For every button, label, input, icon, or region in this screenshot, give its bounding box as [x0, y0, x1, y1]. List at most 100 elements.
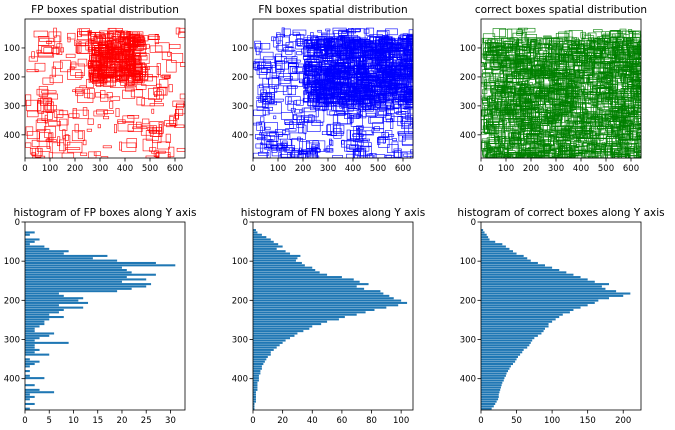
y-tick-label: 300 [460, 336, 476, 346]
histogram-bar [481, 353, 521, 356]
box-mark [257, 65, 272, 70]
histogram-bar [253, 377, 259, 380]
box-mark [26, 69, 39, 73]
histogram-bar [253, 299, 402, 302]
box-mark [322, 99, 326, 112]
box-mark [539, 106, 543, 110]
box-mark [314, 49, 326, 56]
box-mark [325, 76, 333, 81]
x-tick-label: 200 [523, 164, 539, 174]
box-mark [516, 97, 530, 108]
histogram-bar [481, 367, 510, 370]
box-mark [490, 85, 507, 94]
histogram-bar [481, 311, 570, 314]
box-mark [581, 143, 589, 147]
box-mark [369, 58, 374, 70]
box-mark [388, 134, 395, 137]
box-mark [126, 31, 140, 39]
box-mark [389, 82, 397, 95]
box-mark [282, 130, 286, 134]
box-mark [534, 58, 544, 69]
box-mark [156, 83, 162, 88]
histogram-bar [481, 308, 574, 311]
box-mark [271, 36, 276, 42]
box-mark [393, 148, 402, 158]
box-mark [124, 87, 135, 92]
histogram-bar [25, 344, 35, 347]
histogram-bar [25, 313, 50, 316]
x-tick-label: 0 [22, 164, 27, 174]
histogram-bar [25, 245, 45, 248]
box-mark [514, 75, 526, 79]
box-mark [629, 146, 640, 156]
box-mark [39, 37, 54, 42]
histogram-bar [25, 377, 45, 380]
histogram-bar [25, 348, 40, 351]
box-mark [549, 98, 554, 104]
histogram-bar [25, 339, 35, 342]
box-mark [315, 99, 329, 110]
y-tick-label: 0 [15, 218, 20, 228]
box-mark [130, 37, 146, 42]
box-mark [114, 56, 123, 61]
histogram-bar [25, 301, 89, 304]
box-mark [111, 49, 122, 55]
histogram-bar [253, 395, 256, 398]
box-mark [161, 74, 171, 79]
histogram-bar [253, 381, 258, 384]
histogram-bar [25, 252, 64, 255]
box-mark [295, 99, 304, 106]
box-mark [287, 100, 294, 111]
box-mark [265, 126, 271, 131]
histogram-bar [481, 285, 602, 288]
box-mark [583, 71, 589, 83]
box-mark [543, 75, 553, 88]
box-mark [389, 56, 397, 66]
box-mark [136, 97, 145, 106]
histogram-bar [253, 405, 255, 408]
x-tick-label: 100 [393, 416, 409, 426]
histogram-bar [481, 337, 535, 340]
x-tick-label: 0 [250, 416, 255, 426]
x-tick-label: 600 [395, 164, 411, 174]
box-mark [25, 94, 32, 106]
histogram-bar [253, 334, 295, 337]
histogram-bar [25, 261, 156, 264]
histogram-bar [253, 243, 279, 246]
box-mark [575, 57, 585, 62]
box-mark [347, 108, 362, 119]
box-mark [174, 113, 179, 119]
box-mark [72, 89, 83, 93]
box-mark [629, 52, 640, 62]
box-mark [541, 117, 549, 122]
box-mark [587, 64, 592, 76]
box-mark [159, 79, 169, 88]
box-mark [124, 62, 128, 71]
box-mark [159, 124, 163, 136]
box-mark [33, 30, 48, 38]
histogram-bar [25, 327, 35, 330]
box-mark [329, 140, 334, 147]
box-mark [92, 70, 105, 81]
box-mark [597, 126, 607, 129]
x-tick-label: 40 [307, 416, 318, 426]
box-mark [376, 30, 390, 37]
box-mark [491, 88, 496, 101]
histogram-bar [253, 341, 283, 344]
histogram-bar [481, 247, 510, 250]
histogram-bar [481, 283, 609, 286]
box-mark [126, 138, 137, 148]
box-mark [536, 52, 553, 57]
box-mark [100, 61, 114, 65]
histogram-bar [25, 370, 30, 373]
y-tick-label: 300 [4, 102, 20, 112]
histogram-bar [481, 360, 516, 363]
x-tick-label: 150 [580, 416, 596, 426]
box-mark [352, 50, 368, 62]
box-mark [147, 66, 159, 78]
box-mark [554, 83, 562, 91]
histogram-bar [25, 323, 45, 326]
box-mark [84, 88, 91, 99]
box-mark [572, 43, 585, 46]
